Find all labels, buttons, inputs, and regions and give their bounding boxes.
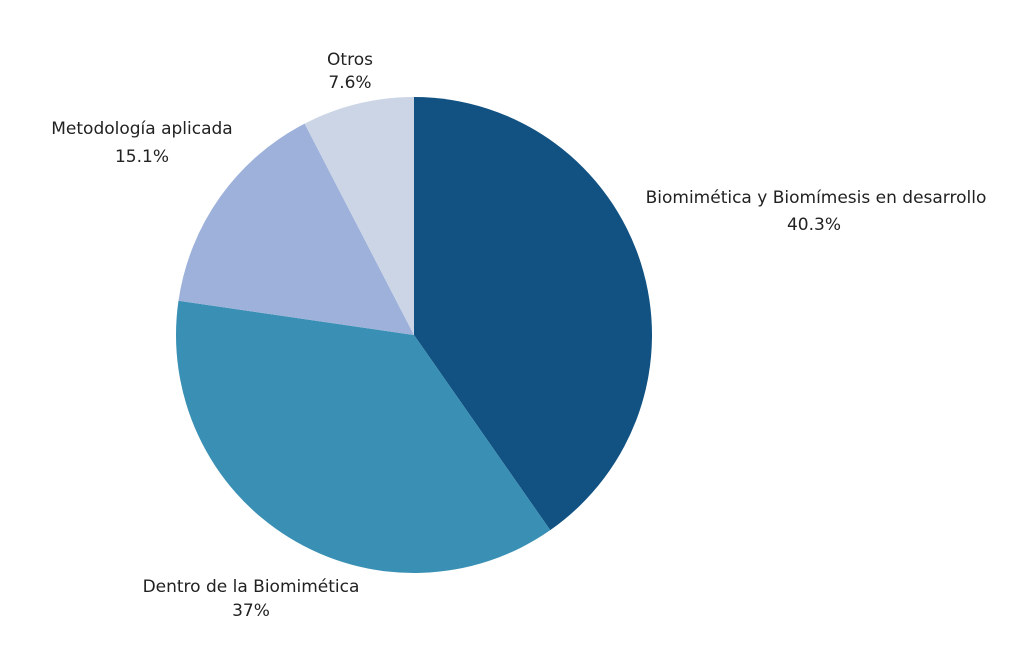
slice-label-metodologia: Metodología aplicada [51,119,232,139]
slice-label-otros: Otros [327,50,373,70]
slice-value-otros: 7.6% [328,73,371,93]
pie-slice-metodologia [178,123,414,336]
pie-slice-dentro-biomimetica [175,300,551,574]
slice-value-biomimetica-desarrollo: 40.3% [787,215,841,235]
pie-slices [175,97,653,574]
slice-value-metodologia: 15.1% [115,147,169,167]
pie-slice-otros [304,97,414,335]
slice-label-dentro-biomimetica: Dentro de la Biomimética [143,577,360,597]
slice-label-biomimetica-desarrollo: Biomimética y Biomímesis en desarrollo [646,188,987,208]
pie-slice-biomimetica-desarrollo [414,97,653,531]
slice-value-dentro-biomimetica: 37% [232,601,270,621]
